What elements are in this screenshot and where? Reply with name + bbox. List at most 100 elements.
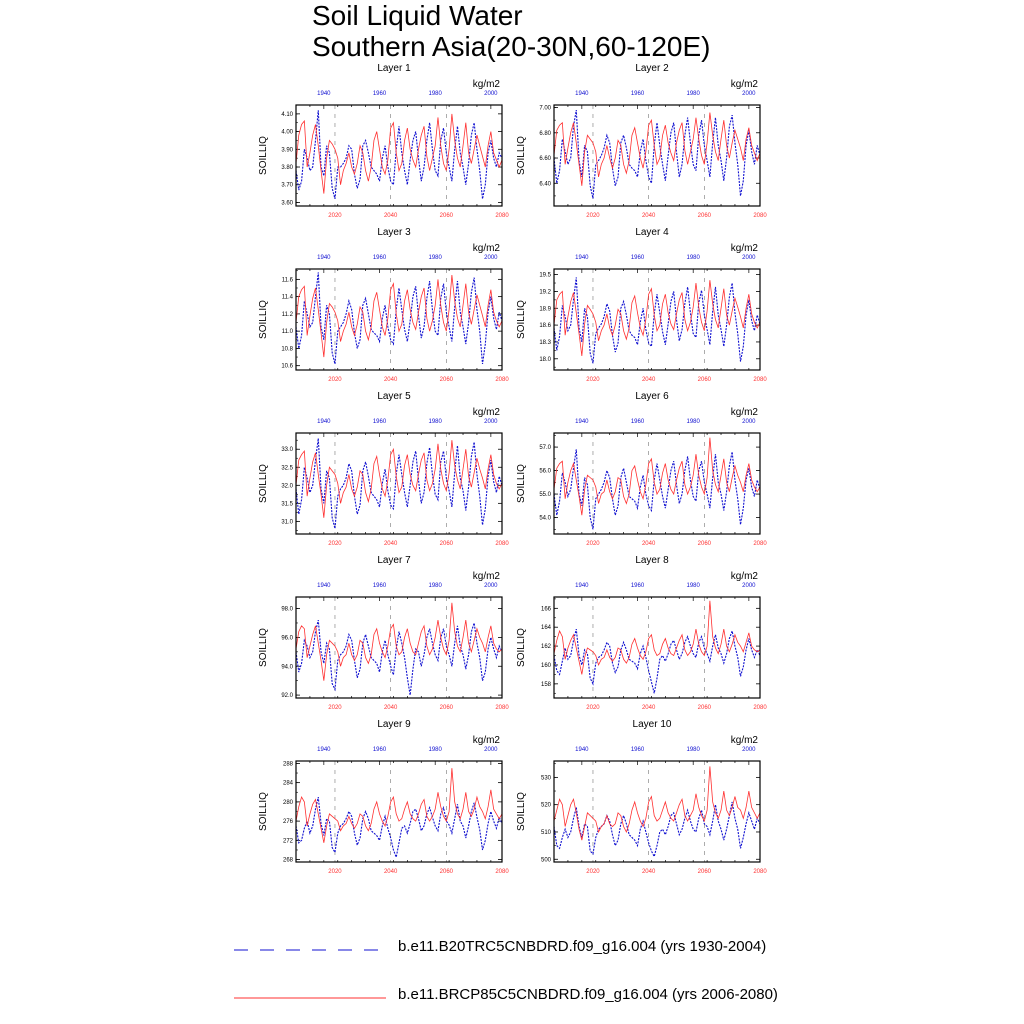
y-tick-label: 92.0 — [281, 693, 293, 699]
x-tick-label-bottom: 2060 — [698, 213, 712, 219]
panel-units: kg/m2 — [731, 571, 759, 582]
y-tick-label: 7.00 — [539, 106, 551, 112]
x-tick-label-bottom: 2040 — [384, 705, 398, 711]
y-tick-label: 6.40 — [539, 181, 551, 187]
series-line-hist — [295, 796, 503, 860]
legend-item-rcp: b.e11.BRCP85C5CNBDRD.f09_g16.004 (yrs 20… — [234, 986, 834, 1010]
x-tick-label-bottom: 2040 — [642, 705, 656, 711]
series-line-hist — [553, 109, 761, 199]
series-line-rcp — [553, 280, 761, 357]
y-tick-label: 4.10 — [281, 112, 293, 118]
y-tick-label: 164 — [541, 625, 552, 631]
x-tick-label-top: 1980 — [429, 91, 443, 97]
y-axis-label: SOILLIQ — [516, 136, 527, 175]
x-tick-label-bottom: 2040 — [642, 213, 656, 219]
y-tick-label: 11.6 — [282, 277, 294, 283]
panel-title: Layer 3 — [377, 227, 411, 238]
y-tick-label: 530 — [541, 775, 552, 781]
x-tick-label-bottom: 2060 — [698, 377, 712, 383]
x-tick-label-top: 1940 — [317, 583, 331, 589]
y-tick-label: 32.0 — [281, 483, 293, 489]
panel-units: kg/m2 — [473, 407, 501, 418]
plot-frame — [553, 760, 761, 863]
y-tick-label: 96.0 — [281, 635, 293, 641]
y-tick-label: 6.60 — [539, 156, 551, 162]
y-tick-label: 268 — [283, 858, 294, 864]
x-tick-label-top: 1960 — [373, 255, 387, 261]
x-tick-label-bottom: 2020 — [586, 869, 600, 875]
x-tick-label-bottom: 2060 — [698, 869, 712, 875]
x-tick-label-bottom: 2040 — [642, 541, 656, 547]
y-tick-label: 33.0 — [281, 447, 293, 453]
x-tick-label-bottom: 2080 — [753, 377, 767, 383]
panel-7: Layer 7 kg/m2 SOILLIQ 92.0 94.0 96.0 98.0 2020 2… — [258, 555, 509, 711]
plot-frame — [553, 432, 761, 535]
y-tick-label: 94.0 — [281, 664, 293, 670]
y-tick-label: 11.4 — [282, 295, 294, 301]
x-tick-label-top: 1980 — [429, 255, 443, 261]
panel-1: Layer 1 kg/m2 SOILLIQ 3.60 3.70 3.80 3.90 4.00 4… — [258, 63, 509, 219]
x-tick-label-top: 2000 — [484, 747, 498, 753]
series-line-hist — [295, 438, 503, 529]
x-tick-label-bottom: 2080 — [753, 541, 767, 547]
x-tick-label-bottom: 2060 — [698, 541, 712, 547]
y-tick-label: 3.90 — [281, 147, 293, 153]
figure-title-line-1: Soil Liquid Water — [312, 0, 523, 31]
panel-10: Layer 10 kg/m2 SOILLIQ 500 510 520 530 2020 2040… — [516, 719, 767, 875]
y-tick-label: 56.0 — [539, 469, 551, 475]
x-tick-label-bottom: 2040 — [642, 377, 656, 383]
y-tick-label: 19.2 — [539, 289, 551, 295]
y-tick-label: 3.80 — [281, 165, 293, 171]
series-line-rcp — [553, 600, 761, 675]
y-tick-label: 19.5 — [539, 273, 551, 279]
y-tick-label: 55.0 — [539, 492, 551, 498]
panel-units: kg/m2 — [731, 243, 759, 254]
y-tick-label: 162 — [541, 644, 552, 650]
y-tick-label: 4.00 — [281, 130, 293, 136]
y-tick-label: 18.0 — [539, 357, 551, 363]
y-axis-label: SOILLIQ — [516, 464, 527, 503]
y-axis-label: SOILLIQ — [258, 792, 269, 831]
x-tick-label-top: 2000 — [484, 419, 498, 425]
x-tick-label-top: 1940 — [317, 255, 331, 261]
x-tick-label-top: 2000 — [484, 255, 498, 261]
y-tick-label: 160 — [541, 663, 552, 669]
y-tick-label: 158 — [541, 682, 552, 688]
plot-frame — [295, 104, 503, 207]
x-tick-label-bottom: 2080 — [495, 541, 509, 547]
x-tick-label-top: 1980 — [429, 583, 443, 589]
legend-item-hist: b.e11.B20TRC5CNBDRD.f09_g16.004 (yrs 193… — [234, 938, 834, 962]
plot-frame — [553, 268, 761, 371]
x-tick-label-bottom: 2040 — [642, 869, 656, 875]
plot-frame — [295, 268, 503, 371]
y-tick-label: 10.6 — [281, 364, 293, 370]
y-tick-label: 510 — [541, 830, 552, 836]
x-tick-label-bottom: 2020 — [328, 705, 342, 711]
x-tick-label-top: 1940 — [575, 255, 589, 261]
panel-units: kg/m2 — [731, 79, 759, 90]
panel-2: Layer 2 kg/m2 SOILLIQ 6.40 6.60 6.80 7.00 2020 2… — [516, 63, 767, 219]
y-tick-label: 272 — [283, 838, 294, 844]
legend-swatch-rcp — [234, 997, 386, 999]
x-tick-label-bottom: 2040 — [384, 213, 398, 219]
x-tick-label-bottom: 2060 — [440, 213, 454, 219]
y-tick-label: 280 — [283, 800, 294, 806]
y-tick-label: 57.0 — [539, 445, 551, 451]
series-line-rcp — [295, 602, 503, 681]
series-line-hist — [553, 277, 761, 364]
x-tick-label-top: 1960 — [373, 583, 387, 589]
x-tick-label-top: 2000 — [742, 747, 756, 753]
y-axis-label: SOILLIQ — [258, 136, 269, 175]
x-tick-label-top: 2000 — [742, 255, 756, 261]
series-line-rcp — [553, 437, 761, 516]
panel-5: Layer 5 kg/m2 SOILLIQ 31.0 31.5 32.0 32.5 33.0 2… — [258, 391, 509, 547]
figure-title: Soil Liquid Water Southern Asia(20-30N,6… — [312, 0, 710, 62]
x-tick-label-top: 1960 — [631, 255, 645, 261]
figure-title-line-2: Southern Asia(20-30N,60-120E) — [312, 31, 711, 62]
x-tick-label-bottom: 2060 — [440, 705, 454, 711]
y-tick-label: 520 — [541, 803, 552, 809]
y-tick-label: 276 — [283, 819, 294, 825]
x-tick-label-bottom: 2020 — [586, 541, 600, 547]
x-tick-label-top: 1960 — [373, 747, 387, 753]
x-tick-label-top: 1940 — [317, 419, 331, 425]
